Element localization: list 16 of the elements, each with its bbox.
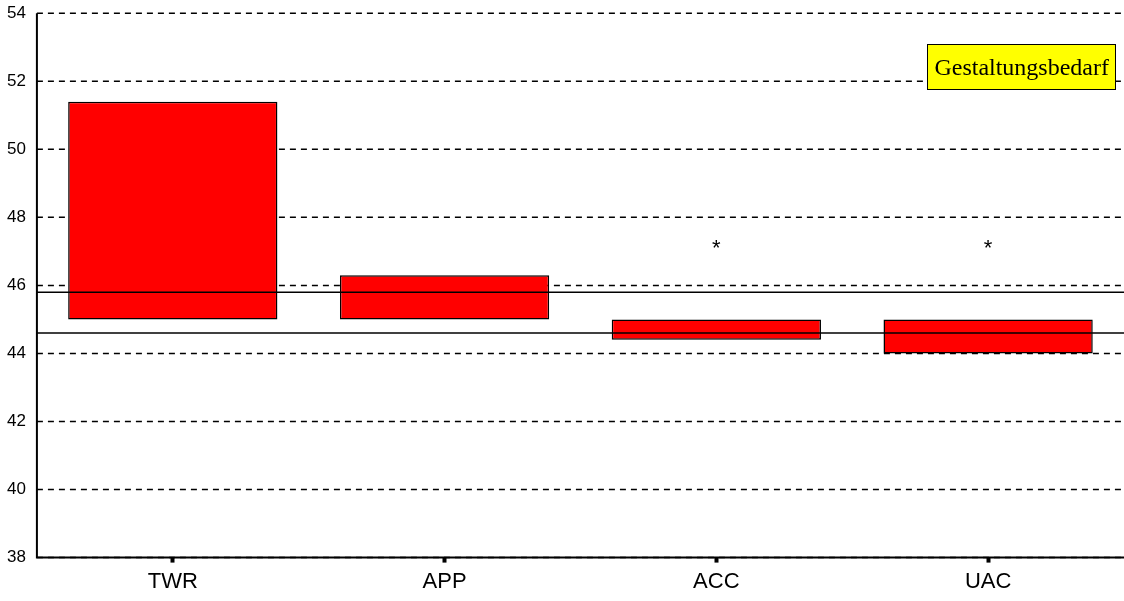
- data-label: *: [712, 235, 722, 261]
- x-tick-label: TWR: [147, 567, 198, 593]
- y-tick-label: 38: [6, 547, 26, 567]
- x-tick-label: APP: [422, 567, 467, 593]
- y-tick-label: 50: [6, 138, 26, 158]
- y-tick-label: 54: [6, 2, 26, 22]
- x-tick-label: UAC: [964, 567, 1012, 593]
- x-tick-label: ACC: [693, 567, 740, 593]
- y-tick-label: 44: [6, 343, 26, 363]
- data-label: *: [983, 235, 993, 261]
- y-tick-label: 46: [6, 275, 26, 295]
- y-tick-label: 42: [6, 411, 26, 431]
- annotation: Gestaltungsbedarf: [927, 44, 1116, 90]
- y-tick-label: 52: [6, 70, 26, 90]
- y-tick-label: 48: [6, 207, 26, 227]
- y-tick-label: 40: [6, 479, 26, 499]
